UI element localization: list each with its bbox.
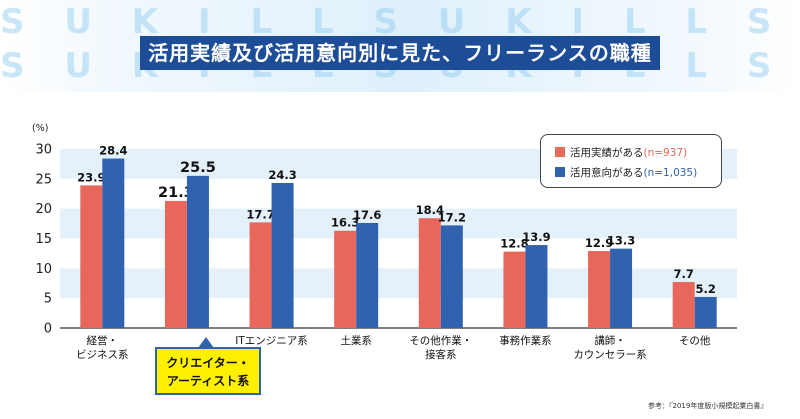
x-tick-label: 経営・ bbox=[87, 334, 119, 347]
bar-intent bbox=[356, 222, 379, 328]
y-tick-label: 15 bbox=[35, 232, 52, 247]
data-label-actual: 18.4 bbox=[416, 203, 444, 217]
bar-actual bbox=[249, 222, 272, 328]
y-tick-label: 30 bbox=[35, 143, 52, 158]
y-tick-label: 25 bbox=[35, 172, 52, 187]
grid-band bbox=[60, 208, 737, 239]
data-label-intent: 25.5 bbox=[180, 160, 216, 176]
bar-actual bbox=[418, 218, 441, 328]
x-tick-label: 事務作業系 bbox=[499, 334, 552, 347]
legend-item-intent: 活用意向がある(n=1,035) bbox=[555, 165, 697, 180]
data-label-intent: 17.2 bbox=[438, 210, 466, 224]
chart-title: 活用実績及び活用意向別に見た、フリーランスの職種 bbox=[148, 41, 652, 65]
y-unit-label: (%) bbox=[32, 123, 48, 134]
bar-actual bbox=[80, 185, 103, 328]
bar-intent bbox=[440, 225, 463, 328]
title-banner: S U K I L L S U K I L L S U K I L L S U … bbox=[0, 0, 800, 92]
legend-label-intent: 活用意向がある bbox=[570, 167, 644, 179]
bar-intent bbox=[186, 175, 209, 328]
data-label-actual: 7.7 bbox=[674, 267, 694, 281]
x-tick-label: その他 bbox=[679, 334, 711, 347]
bar-actual bbox=[503, 251, 526, 328]
legend-item-actual: 活用実績がある(n=937) bbox=[555, 145, 687, 160]
data-label-intent: 13.9 bbox=[522, 230, 550, 244]
grid-band bbox=[60, 268, 737, 299]
bar-intent bbox=[525, 245, 548, 328]
x-tick-label: 接客系 bbox=[425, 348, 457, 361]
banner-pattern: S U K I L L S U K I L L S U K I L L S U … bbox=[0, 2, 800, 86]
y-tick-label: 0 bbox=[44, 322, 52, 337]
data-label-intent: 13.3 bbox=[607, 234, 635, 248]
data-label-actual: 12.8 bbox=[500, 237, 528, 251]
data-label-actual: 17.7 bbox=[246, 207, 274, 221]
data-label-actual: 23.9 bbox=[77, 170, 105, 184]
legend-swatch-intent bbox=[555, 167, 565, 177]
highlight-pointer bbox=[198, 337, 214, 348]
data-label-actual: 12.9 bbox=[585, 236, 613, 250]
highlight-label: クリエイター・ アーティスト系 bbox=[166, 356, 250, 388]
data-label-intent: 5.2 bbox=[696, 282, 716, 296]
legend-swatch-actual bbox=[555, 147, 565, 157]
bar-intent bbox=[610, 248, 633, 328]
data-label-intent: 24.3 bbox=[268, 168, 296, 182]
bar-actual bbox=[588, 251, 611, 328]
x-tick-label: 講師・ bbox=[594, 334, 626, 347]
y-tick-label: 10 bbox=[35, 262, 52, 277]
x-tick-label: カウンセラー系 bbox=[573, 349, 647, 361]
legend-label-actual: 活用実績がある bbox=[570, 147, 644, 159]
title-box bbox=[140, 36, 660, 70]
legend-n-intent: (n=1,035) bbox=[643, 167, 698, 179]
source-note: 参考：『2019年度版小規模起業白書』 bbox=[648, 402, 768, 410]
x-tick-label: 土業系 bbox=[340, 334, 372, 347]
bar-actual bbox=[164, 200, 187, 328]
x-tick-label: ビジネス系 bbox=[76, 349, 129, 361]
y-tick-label: 5 bbox=[44, 292, 52, 307]
x-tick-label: その他作業・ bbox=[409, 334, 472, 347]
x-tick-label: ITエンジニア系 bbox=[235, 335, 308, 347]
data-label-intent: 28.4 bbox=[99, 144, 127, 158]
bar-intent bbox=[102, 158, 125, 328]
data-label-actual: 21.3 bbox=[158, 185, 194, 201]
bar-intent bbox=[694, 296, 717, 328]
legend: 活用実績がある(n=937) 活用意向がある(n=1,035) bbox=[540, 134, 722, 188]
highlight-category-box: クリエイター・ アーティスト系 bbox=[155, 347, 261, 395]
bar-actual bbox=[672, 282, 695, 328]
data-label-intent: 17.6 bbox=[353, 208, 381, 222]
legend-n-actual: (n=937) bbox=[643, 147, 688, 159]
bar-actual bbox=[334, 230, 357, 328]
bar-intent bbox=[271, 183, 294, 328]
data-label-actual: 16.3 bbox=[331, 216, 359, 230]
y-tick-label: 20 bbox=[35, 202, 52, 217]
